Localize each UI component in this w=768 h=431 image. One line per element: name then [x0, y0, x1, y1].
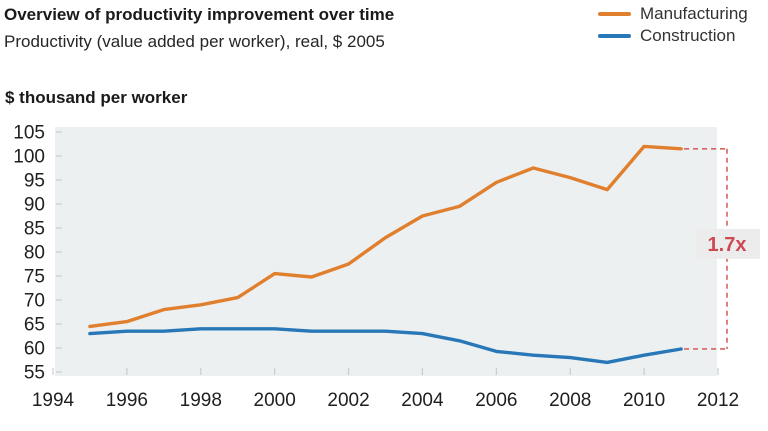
- x-tick-label: 2008: [549, 390, 591, 411]
- y-tick-label: 70: [24, 291, 45, 312]
- legend-item-construction: Construction: [598, 25, 748, 47]
- x-tick-label: 1994: [32, 390, 75, 411]
- y-tick-label: 90: [24, 195, 45, 216]
- x-tick-label: 2010: [623, 390, 665, 411]
- y-tick-label: 80: [24, 243, 45, 264]
- chart-subtitle: Productivity (value added per worker), r…: [4, 32, 385, 51]
- plot-background: [55, 127, 717, 376]
- series-line-construction: [88, 327, 683, 365]
- y-tick-label: 65: [24, 315, 45, 336]
- y-axis-title: $ thousand per worker: [5, 88, 188, 107]
- series-line-manufacturing: [88, 144, 683, 329]
- y-tick-label: 60: [24, 339, 45, 360]
- ratio-label-background: [696, 228, 760, 259]
- legend-label-construction: Construction: [640, 26, 736, 45]
- ratio-annotation-label: 1.7x: [708, 234, 747, 256]
- y-tick-label: 105: [13, 123, 45, 144]
- x-tick-label: 1998: [180, 390, 222, 411]
- x-tick-label: 2002: [327, 390, 369, 411]
- legend-swatch-construction: [598, 33, 631, 39]
- legend-label-manufacturing: Manufacturing: [640, 4, 748, 23]
- y-tick-label: 85: [24, 219, 45, 240]
- legend: Manufacturing Construction: [598, 3, 748, 47]
- y-tick-label: 75: [24, 267, 45, 288]
- chart-title: Overview of productivity improvement ove…: [4, 5, 395, 24]
- x-tick-label: 2004: [401, 390, 444, 411]
- legend-swatch-manufacturing: [598, 11, 631, 17]
- y-tick-label: 100: [13, 147, 45, 168]
- x-tick-label: 2006: [475, 390, 517, 411]
- x-tick-label: 2000: [254, 390, 296, 411]
- x-tick-label: 2012: [697, 390, 739, 411]
- x-tick-label: 1996: [106, 390, 148, 411]
- y-tick-label: 95: [24, 171, 45, 192]
- legend-item-manufacturing: Manufacturing: [598, 3, 748, 25]
- y-tick-label: 55: [24, 363, 45, 384]
